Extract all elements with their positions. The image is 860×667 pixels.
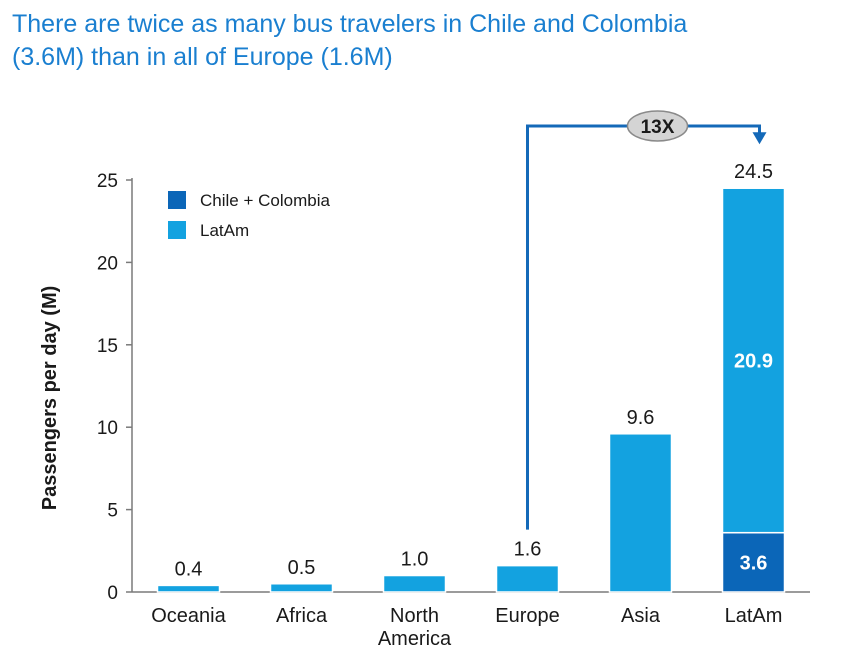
y-tick-label: 0 [107,583,118,604]
legend-label: Chile + Colombia [200,191,330,210]
y-tick-label: 20 [97,253,118,274]
legend-swatch [168,191,186,209]
segment-value-label: 20.9 [734,350,773,372]
annotation-arrowhead [752,132,767,145]
bar-latam [269,583,334,593]
x-tick-label-line: Africa [276,605,328,627]
y-tick-label: 25 [97,171,118,192]
legend-label: LatAm [200,221,249,240]
bar-total-label: 1.0 [401,549,429,571]
x-tick-label-line: Europe [495,605,560,627]
x-tick-label: North America [378,605,452,650]
bar-latam [608,433,673,593]
x-tick-label-line: LatAm [725,605,783,627]
bar-latam [156,584,221,593]
x-tick-label-line: Oceania [151,605,226,627]
x-tick-label-line: North [390,605,439,627]
y-tick-label: 10 [97,418,118,439]
title-line-1: There are twice as many bus travelers in… [12,10,688,38]
bars [156,187,786,593]
x-tick-label-line: Asia [621,605,661,627]
x-tick-label-line: America [378,628,452,650]
bar-total-label: 24.5 [734,161,773,183]
bar-chile-colombia [721,531,786,593]
bar-latam [495,564,560,593]
x-tick-label: Oceania [151,605,226,627]
bar-total-label: 0.4 [175,558,203,580]
bar-total-label: 9.6 [627,407,655,429]
bar-latam [382,574,447,593]
bar-total-label: 1.6 [514,539,542,561]
bar-total-label: 0.5 [288,557,316,579]
x-tick-label: Africa [276,605,328,627]
chart-title: There are twice as many bus travelers in… [12,8,852,74]
x-tick-label: Asia [621,605,661,627]
x-axis: Oceania Africa North America Europe Asia LatAm [132,591,810,650]
y-axis-title-group: Passengers per day (M) [39,286,61,511]
multiplier-annotation: 13X [526,110,767,530]
legend: Chile + Colombia LatAm [168,191,330,240]
y-axis-title: Passengers per day (M) [39,286,61,511]
value-labels: 0.4 0.5 1.0 1.6 9.6 3.6 20.9 24.5 [175,161,773,580]
y-axis: 0 5 10 15 20 25 [97,171,133,604]
segment-value-label: 3.6 [740,552,768,574]
y-tick-label: 5 [107,501,118,522]
legend-swatch [168,221,186,239]
annotation-multiplier-label: 13X [641,117,675,138]
x-tick-label: Europe [495,605,560,627]
y-tick-label: 15 [97,336,118,357]
bar-latam [721,187,786,534]
title-line-2: (3.6M) than in all of Europe (1.6M) [12,43,393,71]
x-tick-label: LatAm [725,605,783,627]
annotation-bubble [626,110,689,142]
